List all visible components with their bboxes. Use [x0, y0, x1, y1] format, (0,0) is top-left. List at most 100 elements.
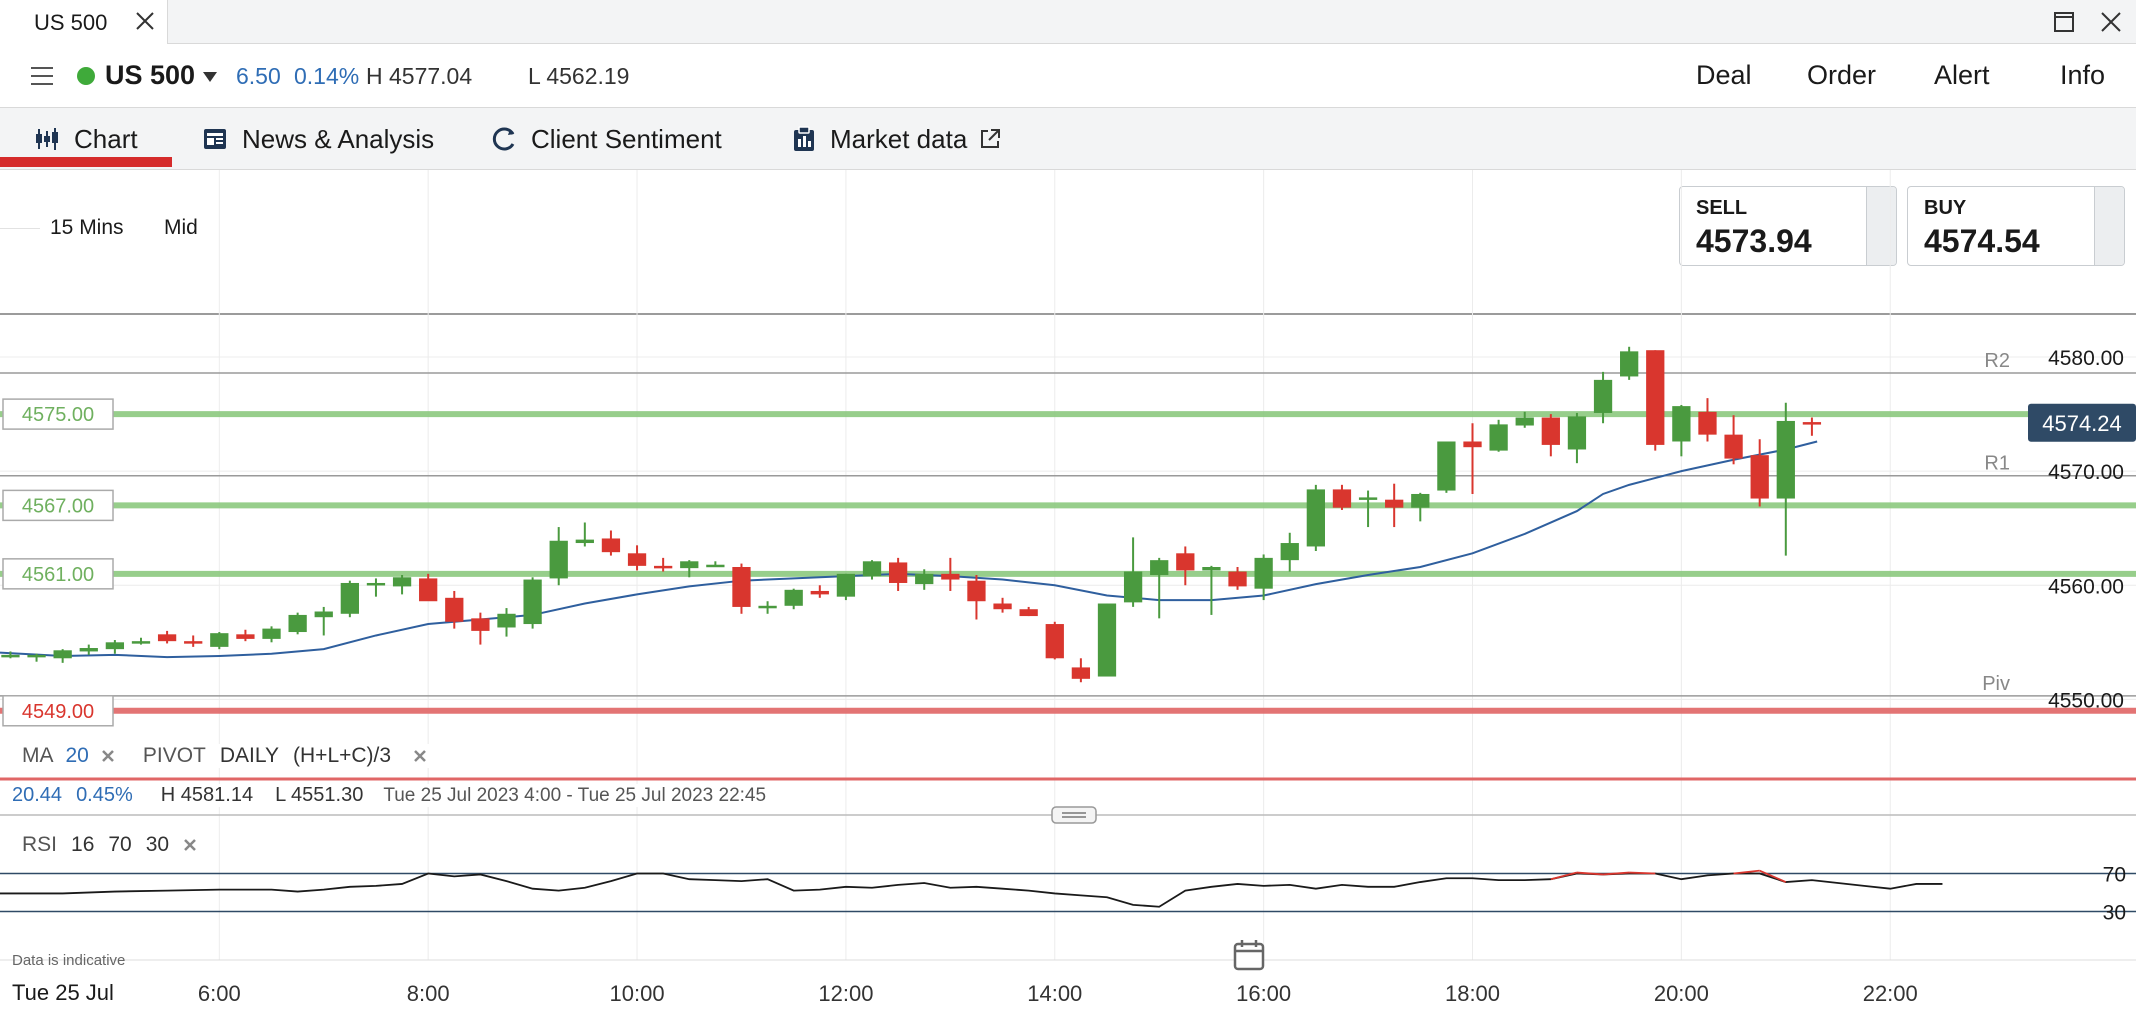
alert-label: 4561.00: [22, 564, 94, 586]
price-type-selector[interactable]: Mid: [164, 216, 198, 239]
close-icon[interactable]: [99, 747, 117, 765]
alert-label-box: [2, 398, 114, 430]
time-tick-label: 10:00: [610, 981, 665, 1006]
candle-up: [523, 579, 542, 625]
instrument-low: L 4562.19: [528, 63, 630, 89]
candle-down: [1724, 434, 1743, 459]
candle-down: [810, 590, 829, 595]
time-tick-label: 18:00: [1445, 981, 1500, 1006]
pivot-period: DAILY: [219, 744, 280, 767]
alert-label: 4575.00: [22, 404, 94, 426]
price-chart[interactable]: R2 R1 Piv 4575.00 4567.00 4561.00 4549.00 455…: [0, 170, 2136, 1012]
current-date: Tue 25 Jul: [12, 980, 114, 1005]
newspaper-icon: [204, 129, 226, 149]
tab-us500[interactable]: US 500: [0, 0, 168, 45]
buy-label: BUY: [1924, 197, 1967, 219]
candle-down: [1045, 624, 1064, 659]
sub-navigation: Chart News & Analysis Client Sentiment M…: [0, 108, 2136, 170]
close-icon[interactable]: [132, 8, 158, 34]
maximize-icon[interactable]: [2052, 10, 2076, 34]
candle-down: [184, 641, 203, 644]
pivot-label-piv: Piv: [1982, 673, 2010, 695]
external-link-icon: [981, 129, 1001, 148]
rsi-overbought-segment: [1629, 871, 1656, 875]
range-summary: 20.44 0.45% H 4581.14 L 4551.30 Tue 25 J…: [12, 784, 773, 807]
rsi-lower: 30: [145, 833, 170, 856]
candle-up: [758, 605, 777, 609]
candle-down: [967, 580, 986, 602]
candle-up: [105, 642, 125, 650]
deal-button[interactable]: Deal: [1696, 60, 1752, 90]
candle-up: [1776, 420, 1795, 499]
candle-down: [993, 603, 1012, 610]
sell-button[interactable]: SELL 4573.94: [1679, 186, 1897, 266]
rsi-upper: 70: [108, 833, 132, 856]
sell-price: 4573.94: [1696, 223, 1812, 259]
pane-resize-handle[interactable]: [1051, 806, 1097, 824]
moving-average: [0, 440, 1818, 659]
window-close-icon[interactable]: [2097, 8, 2125, 36]
tab-title: US 500: [34, 10, 108, 35]
candle-down: [1463, 441, 1482, 448]
tab-market-data[interactable]: Market data: [792, 108, 1001, 170]
tab-client-sentiment[interactable]: Client Sentiment: [491, 108, 722, 170]
candle-down: [732, 567, 751, 607]
chevron-down-icon[interactable]: [202, 71, 218, 83]
calendar-icon[interactable]: [1232, 938, 1266, 972]
time-tick-label: 14:00: [1027, 981, 1082, 1006]
candle-up: [1437, 441, 1456, 491]
rsi-overbought-segment: [1602, 871, 1630, 876]
candle-up: [288, 614, 307, 633]
sell-label: SELL: [1696, 197, 1748, 219]
rsi-legend[interactable]: RSI 16 70 30: [22, 833, 199, 857]
candle-up: [1567, 416, 1587, 450]
buy-price: 4574.54: [1924, 223, 2040, 259]
time-tick-label: 16:00: [1236, 981, 1291, 1006]
time-tick-label: 20:00: [1654, 981, 1709, 1006]
candle-up: [915, 573, 934, 585]
candle-down: [654, 565, 673, 569]
ma-legend[interactable]: MA 20 PIVOT DAILY (H+L+C)/3: [22, 744, 430, 768]
pivot-label-r1: R1: [1984, 453, 2010, 475]
rsi-label: RSI: [22, 833, 58, 856]
candle-up: [262, 628, 281, 639]
window-tab-bar: US 500: [0, 0, 2136, 45]
alert-label: 4549.00: [22, 701, 94, 723]
rsi-overbought-segment: [1733, 869, 1760, 875]
close-icon[interactable]: [181, 836, 199, 854]
alert-button[interactable]: Alert: [1934, 60, 1990, 90]
close-icon[interactable]: [411, 747, 429, 765]
instrument-name[interactable]: US 500: [105, 60, 196, 90]
hamburger-menu-icon[interactable]: [30, 65, 54, 87]
alert-label-box: [2, 489, 114, 522]
info-button[interactable]: Info: [2060, 60, 2106, 90]
alert-label-box: [2, 558, 114, 590]
candle-up: [784, 589, 803, 606]
candle-up: [1593, 379, 1613, 413]
candle-down: [1019, 609, 1038, 617]
candle-up: [706, 564, 725, 568]
tab-news-analysis[interactable]: News & Analysis: [202, 108, 434, 170]
candle-up: [1620, 351, 1639, 377]
candlestick-icon: [36, 128, 58, 150]
range-low: L 4551.30: [275, 784, 364, 806]
last-price-label: 4574.24: [2042, 411, 2122, 436]
buy-button[interactable]: BUY 4574.54: [1907, 186, 2125, 266]
candle-up: [79, 648, 98, 652]
tab-chart[interactable]: Chart: [34, 108, 138, 170]
candle-up: [1489, 424, 1508, 451]
market-status-dot: [77, 67, 95, 85]
candle-up: [1358, 497, 1378, 500]
ma-period: 20: [65, 744, 89, 767]
tab-news-label: News & Analysis: [242, 123, 435, 154]
candle-down: [236, 634, 255, 639]
candle-down: [941, 573, 960, 580]
disclaimer: Data is indicative: [12, 952, 126, 969]
timeframe-selector[interactable]: 15 Mins: [50, 216, 124, 239]
candle-up: [1280, 543, 1299, 561]
rsi-pane: 70 30: [0, 864, 2136, 925]
order-button[interactable]: Order: [1807, 60, 1877, 90]
pivot-label-r2: R2: [1984, 350, 2010, 372]
price-tick-label: 4580.00: [2048, 347, 2124, 370]
time-axis: 6:00 8:00 10:00 12:00 14:00 16:00 18:00 20:00 22…: [0, 959, 2136, 1006]
